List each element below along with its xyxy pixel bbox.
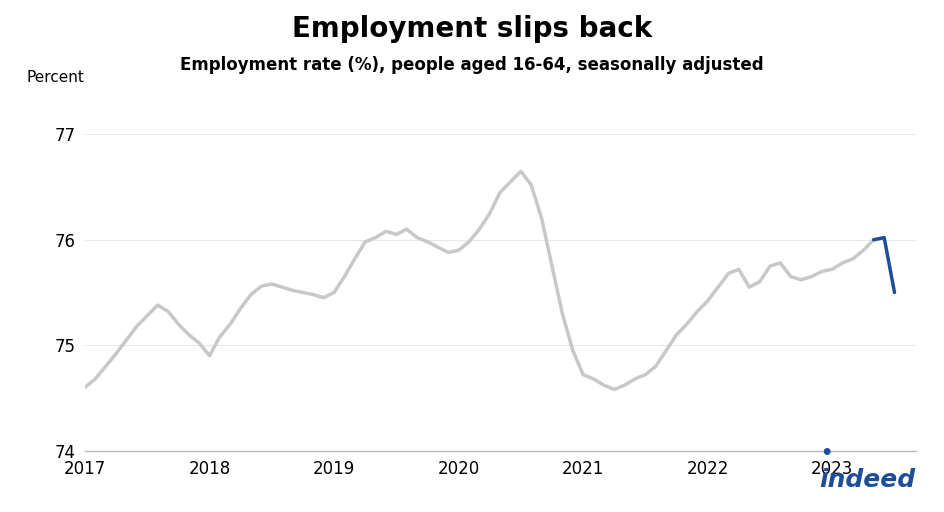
Text: Percent: Percent [26, 70, 85, 85]
Text: •: • [819, 444, 833, 463]
Text: Employment slips back: Employment slips back [292, 15, 652, 44]
Text: Employment rate (%), people aged 16-64, seasonally adjusted: Employment rate (%), people aged 16-64, … [180, 56, 764, 74]
Text: indeed: indeed [819, 467, 916, 492]
